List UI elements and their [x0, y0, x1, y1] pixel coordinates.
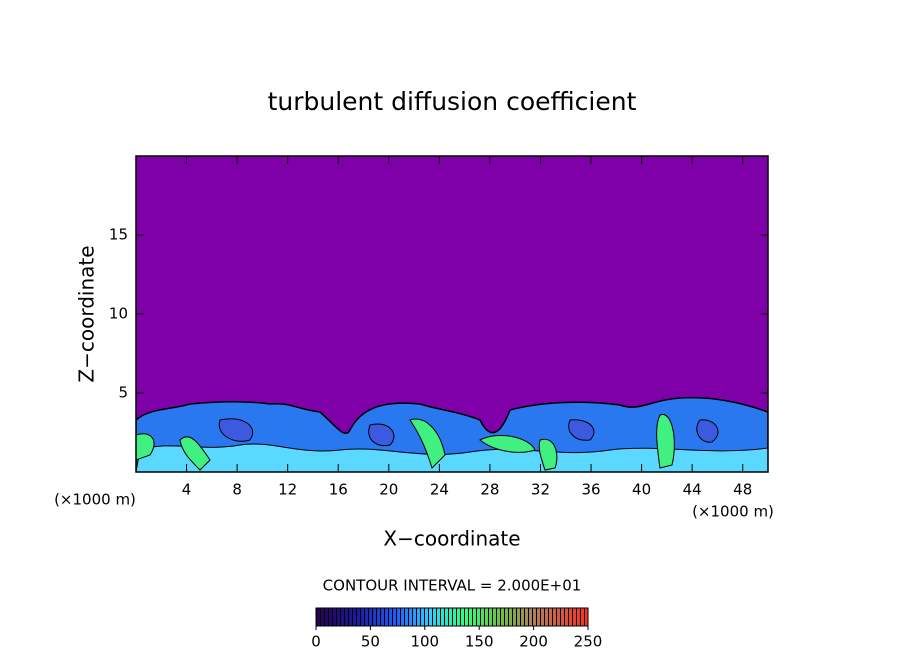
contour-interval: CONTOUR INTERVAL = 2.000E+01: [323, 577, 582, 595]
colorbar-tick-label: 150: [465, 633, 494, 651]
x-tick-label: 16: [329, 481, 348, 499]
x-tick-label: 48: [733, 481, 752, 499]
x-tick-label: 32: [531, 481, 550, 499]
x-tick-label: 24: [430, 481, 449, 499]
colorbar-tick-label: 200: [519, 633, 548, 651]
x-tick-label: 28: [480, 481, 499, 499]
x-tick-label: 8: [232, 481, 242, 499]
x-tick-label: 12: [278, 481, 297, 499]
plot-area: [135, 155, 769, 473]
x-tick-label: 20: [379, 481, 398, 499]
chart-title: turbulent diffusion coefficient: [268, 87, 637, 116]
x-tick-label: 4: [182, 481, 192, 499]
colorbar-tick-label: 0: [311, 633, 321, 651]
x-axis-label: X−coordinate: [383, 527, 520, 551]
colorbar-tick-label: 250: [574, 633, 603, 651]
x-tick-label: 36: [581, 481, 600, 499]
x-tick-label: 44: [683, 481, 702, 499]
colorbar-tick-label: 100: [410, 633, 439, 651]
colorbar-frame: [315, 607, 589, 627]
colorbar-tick-label: 50: [361, 633, 380, 651]
x-tick-label: 40: [632, 481, 651, 499]
y-tick-label: 5: [118, 384, 128, 402]
turbulent-field: [136, 396, 768, 472]
y-tick-label: 15: [109, 226, 128, 244]
y-unit-label: (×1000 m): [54, 491, 136, 509]
y-axis-label: Z−coordinate: [75, 245, 99, 382]
x-unit-label: (×1000 m): [692, 503, 774, 521]
y-tick-label: 10: [109, 305, 128, 323]
colorbar-stripes: [316, 608, 588, 626]
